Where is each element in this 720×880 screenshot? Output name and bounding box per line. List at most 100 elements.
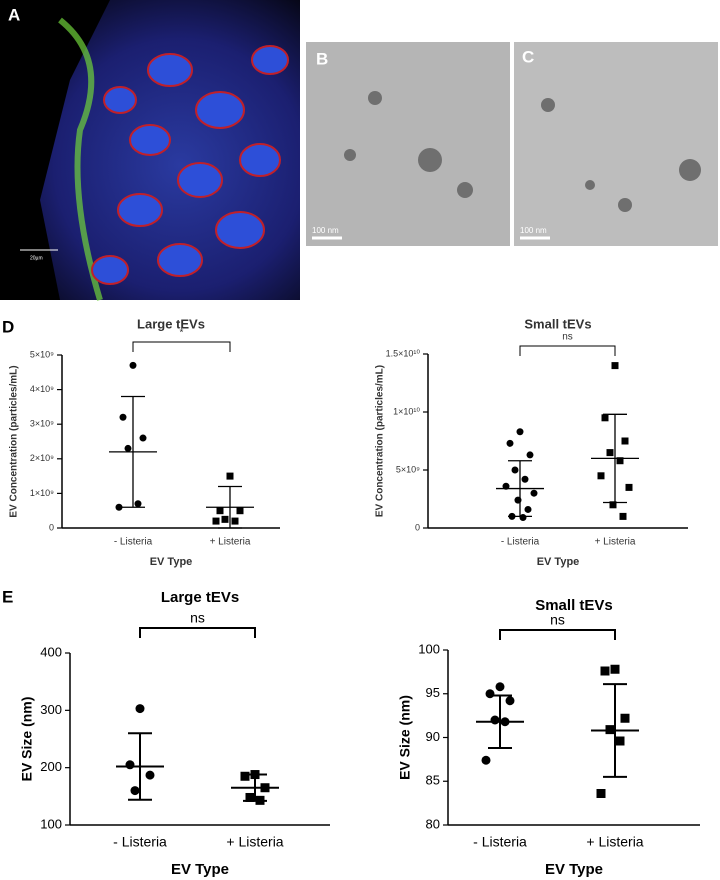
data-point	[502, 482, 510, 490]
chart-title: Small tEVs	[535, 597, 613, 614]
y-axis-title: EV Size (nm)	[397, 695, 413, 780]
data-point	[216, 507, 224, 515]
x-axis-title: EV Type	[171, 861, 229, 878]
data-point	[619, 512, 627, 520]
x-tick-label: - Listeria	[113, 834, 167, 850]
data-point	[119, 413, 127, 421]
data-point	[508, 512, 516, 520]
y-tick-label: 0	[49, 522, 54, 532]
data-point	[125, 760, 135, 770]
data-point	[481, 755, 491, 765]
y-axis-title: EV Concentration (particles/mL)	[375, 365, 386, 517]
data-point	[606, 449, 614, 457]
scale-label: 20µm	[30, 255, 43, 261]
data-point	[115, 503, 123, 511]
panel-label: A	[8, 5, 20, 24]
significance-label: ns	[562, 332, 573, 343]
x-tick-label: + Listeria	[586, 834, 643, 850]
panel-label: C	[522, 47, 534, 66]
y-tick-label: 80	[426, 816, 440, 831]
data-point	[485, 689, 495, 699]
y-tick-label: 90	[426, 729, 440, 744]
data-point	[221, 515, 229, 523]
y-tick-label: 400	[40, 644, 62, 659]
scale-label: 100 nm	[312, 226, 339, 235]
y-axis-title: EV Concentration (particles/mL)	[9, 365, 20, 517]
x-axis-title: EV Type	[537, 556, 580, 568]
y-tick-label: 0	[415, 522, 420, 532]
significance-bracket	[499, 629, 616, 640]
data-point	[621, 437, 629, 445]
image-b	[306, 42, 510, 246]
data-point	[245, 792, 255, 802]
particles	[344, 91, 701, 212]
y-tick-label: 100	[418, 641, 440, 656]
significance-label: ns	[190, 610, 205, 626]
y-tick-label: 1×10¹⁰	[393, 406, 420, 416]
data-point	[609, 501, 617, 509]
significance-bracket	[139, 627, 256, 638]
y-axis-title: EV Size (nm)	[19, 697, 35, 782]
y-tick-label: 85	[426, 773, 440, 788]
data-point	[240, 771, 250, 781]
x-tick-label: + Listeria	[226, 834, 283, 850]
significance-label: *	[180, 328, 184, 339]
y-tick-label: 95	[426, 685, 440, 700]
x-axis-title: EV Type	[150, 556, 193, 568]
data-point	[514, 496, 522, 504]
data-point	[260, 783, 270, 793]
image-a	[0, 0, 300, 301]
x-tick-label: - Listeria	[114, 537, 153, 548]
scale-label: 100 nm	[520, 226, 547, 235]
data-point	[134, 500, 142, 508]
data-point	[620, 713, 630, 723]
data-point	[250, 770, 260, 780]
chart-title: Large tEVs	[161, 589, 239, 606]
data-point	[605, 725, 615, 735]
y-tick-label: 1×10⁹	[30, 488, 54, 498]
data-point	[231, 517, 239, 525]
data-point	[600, 666, 610, 676]
data-point	[526, 451, 534, 459]
data-point	[615, 736, 625, 746]
x-tick-label: + Listeria	[595, 537, 636, 548]
significance-bracket	[519, 345, 616, 356]
data-point	[500, 717, 510, 727]
data-point	[519, 514, 527, 522]
significance-label: ns	[550, 612, 565, 628]
significance-bracket	[132, 341, 231, 352]
panel-label: D	[2, 317, 14, 336]
data-point	[506, 439, 514, 447]
y-tick-label: 1.5×10¹⁰	[386, 348, 421, 358]
data-point	[145, 770, 155, 780]
data-point	[495, 682, 505, 692]
data-point	[530, 489, 538, 497]
data-point	[596, 789, 606, 798]
x-axis-title: EV Type	[545, 861, 603, 878]
x-tick-label: - Listeria	[501, 537, 540, 548]
chart-title: Large tEVs	[137, 316, 205, 331]
data-point	[139, 434, 147, 442]
y-tick-label: 5×10⁹	[30, 349, 54, 359]
y-tick-label: 4×10⁹	[30, 384, 54, 394]
data-point	[124, 444, 132, 452]
data-point	[611, 362, 619, 370]
y-tick-label: 5×10⁹	[396, 464, 420, 474]
data-point	[601, 414, 609, 422]
chart-title: Small tEVs	[524, 316, 591, 331]
data-point	[255, 795, 265, 805]
x-tick-label: - Listeria	[473, 834, 527, 850]
data-point	[610, 664, 620, 674]
y-tick-label: 2×10⁹	[30, 453, 54, 463]
data-point	[490, 715, 500, 725]
data-point	[212, 517, 220, 525]
y-tick-label: 300	[40, 702, 62, 717]
data-point	[511, 466, 519, 474]
panel-label: B	[316, 49, 328, 68]
panel-label: E	[2, 587, 13, 606]
data-point	[226, 472, 234, 480]
y-tick-label: 3×10⁹	[30, 419, 54, 429]
data-point	[236, 507, 244, 515]
data-point	[616, 457, 624, 465]
